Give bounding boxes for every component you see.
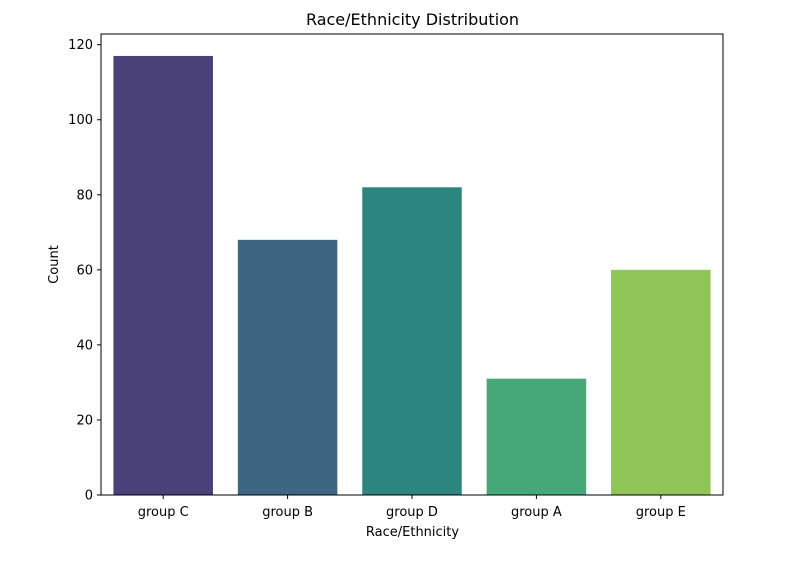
bar-group-a bbox=[486, 378, 587, 495]
y-tick-label: 60 bbox=[76, 263, 93, 278]
bar-group-e bbox=[611, 269, 711, 495]
x-tick-label: group C bbox=[138, 505, 189, 520]
y-tick-label: 120 bbox=[68, 38, 93, 53]
chart-title: Race/Ethnicity Distribution bbox=[306, 10, 519, 29]
bar-group-b bbox=[237, 239, 338, 495]
x-tick-label: group D bbox=[386, 505, 438, 520]
x-tick-label: group A bbox=[511, 505, 562, 520]
y-tick-label: 100 bbox=[68, 113, 93, 128]
bar-group-d bbox=[362, 187, 462, 496]
x-tick-label: group B bbox=[262, 505, 313, 520]
y-tick-label: 40 bbox=[76, 338, 93, 353]
bar-group-c bbox=[113, 55, 213, 495]
y-tick-label: 80 bbox=[76, 188, 93, 203]
y-axis-label: Count bbox=[47, 245, 62, 284]
x-tick-label: group E bbox=[636, 505, 686, 520]
y-tick-label: 0 bbox=[85, 489, 93, 504]
x-axis-label: Race/Ethnicity bbox=[366, 525, 459, 540]
y-tick-label: 20 bbox=[76, 413, 93, 428]
plot-area: group C group B group D group A group E 0 20 40… bbox=[68, 33, 724, 520]
